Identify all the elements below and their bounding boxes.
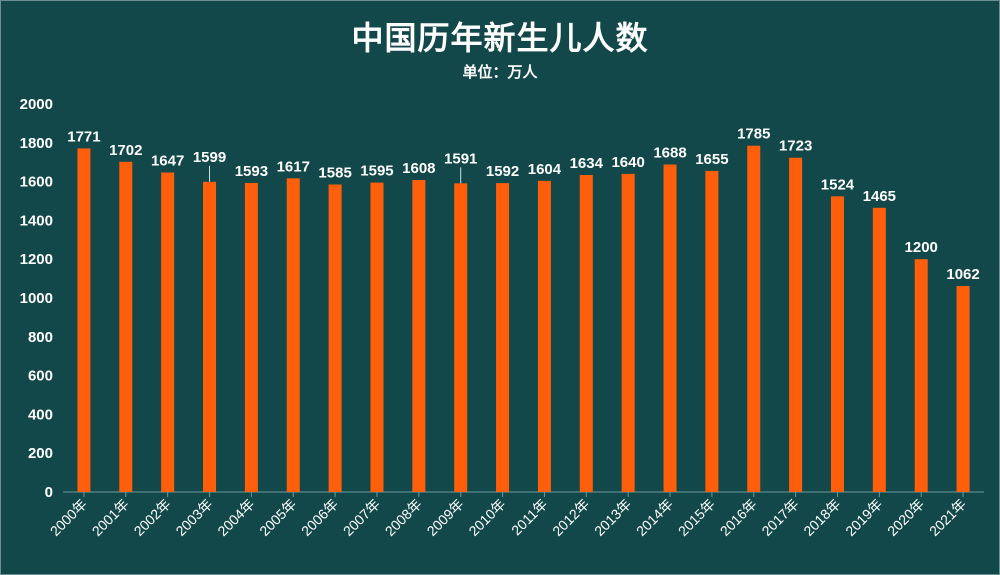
data-label: 1465 <box>863 188 896 205</box>
x-tick-label: 2011年 <box>508 496 551 539</box>
bar <box>872 207 886 493</box>
data-label: 1604 <box>528 161 562 178</box>
data-label: 1617 <box>277 158 310 175</box>
x-tick-label: 2005年 <box>256 496 299 539</box>
bar <box>830 196 844 492</box>
bar <box>789 157 803 492</box>
data-label: 1702 <box>109 142 142 159</box>
x-tick-label: 2006年 <box>298 496 341 539</box>
chart-title: 中国历年新生儿人数 <box>351 20 649 56</box>
x-tick-label: 2010年 <box>465 496 508 539</box>
x-tick-label: 2017年 <box>758 496 801 539</box>
data-label: 1608 <box>402 160 435 177</box>
x-tick-label: 2014年 <box>633 496 676 539</box>
bar <box>747 145 761 492</box>
y-tick-label: 0 <box>45 484 53 501</box>
x-tick-label: 2019年 <box>842 496 885 539</box>
y-tick-label: 1000 <box>20 290 53 307</box>
bar <box>328 184 342 492</box>
data-label: 1200 <box>905 239 938 256</box>
bar <box>454 183 468 492</box>
x-tick-label: 2013年 <box>591 496 634 539</box>
x-tick-label: 2002年 <box>131 496 174 539</box>
bar <box>203 181 217 492</box>
data-label: 1640 <box>611 154 644 171</box>
y-tick-label: 800 <box>28 329 53 346</box>
y-tick-label: 1200 <box>20 251 53 268</box>
bar <box>496 183 510 493</box>
data-label: 1688 <box>653 145 686 162</box>
data-label: 1585 <box>318 165 351 182</box>
data-label: 1785 <box>737 126 770 143</box>
y-tick-label: 1600 <box>20 174 53 191</box>
bar <box>412 180 426 492</box>
x-tick-label: 2012年 <box>549 496 592 539</box>
data-label: 1524 <box>821 176 855 193</box>
data-label: 1634 <box>570 155 604 172</box>
data-label: 1591 <box>444 150 477 167</box>
bar <box>956 285 970 492</box>
bar <box>119 161 133 492</box>
y-tick-label: 400 <box>28 406 53 423</box>
x-tick-label: 2009年 <box>424 496 467 539</box>
x-tick-label: 2016年 <box>717 496 760 539</box>
bar <box>161 172 175 492</box>
x-tick-label: 2020年 <box>884 496 927 539</box>
y-tick-label: 1400 <box>20 212 53 229</box>
x-tick-label: 2021年 <box>926 496 969 539</box>
bar <box>705 170 719 492</box>
bar <box>579 175 593 492</box>
data-label: 1595 <box>360 163 393 180</box>
x-tick-label: 2007年 <box>340 496 383 539</box>
x-tick-label: 2003年 <box>172 496 215 539</box>
chart-subtitle: 单位：万人 <box>462 64 538 81</box>
data-label: 1655 <box>695 151 728 168</box>
bar <box>621 173 635 492</box>
x-tick-label: 2015年 <box>675 496 718 539</box>
y-tick-label: 1800 <box>20 135 53 152</box>
data-label: 1723 <box>779 138 812 155</box>
x-tick-label: 2018年 <box>800 496 843 539</box>
data-label: 1599 <box>193 149 226 166</box>
data-label: 1647 <box>151 152 184 169</box>
data-label: 1062 <box>946 266 979 283</box>
data-label: 1593 <box>235 163 268 180</box>
x-tick-label: 2004年 <box>214 496 257 539</box>
x-tick-label: 2008年 <box>382 496 425 539</box>
y-tick-label: 200 <box>28 445 53 462</box>
bar <box>244 182 258 492</box>
bar <box>537 180 551 492</box>
data-label: 1771 <box>67 128 100 145</box>
bar <box>286 178 300 492</box>
data-label: 1592 <box>486 163 519 180</box>
x-tick-label: 2000年 <box>47 496 90 539</box>
bar <box>77 148 91 492</box>
bar <box>370 182 384 492</box>
y-tick-label: 2000 <box>20 96 53 113</box>
y-tick-label: 600 <box>28 368 53 385</box>
bar <box>663 164 677 492</box>
bar <box>914 259 928 492</box>
x-tick-label: 2001年 <box>89 496 132 539</box>
